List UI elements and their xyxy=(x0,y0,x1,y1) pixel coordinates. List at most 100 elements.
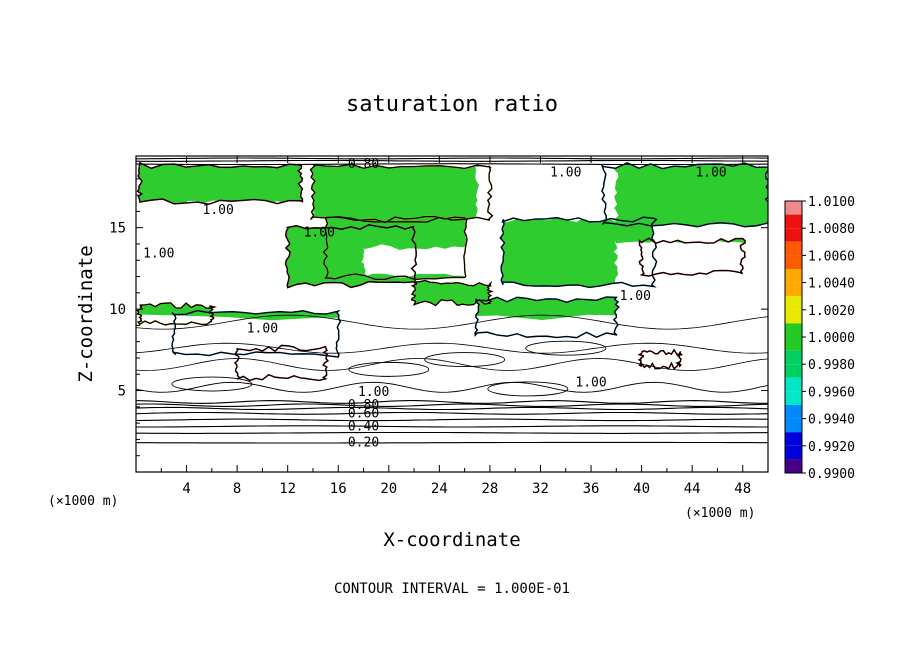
colorbar-label: 0.9960 xyxy=(808,385,855,400)
colorbar-label: 1.0100 xyxy=(808,195,855,210)
colorbar-swatch xyxy=(785,391,802,405)
contour-1-00 xyxy=(136,161,304,205)
colorbar-label: 1.0040 xyxy=(808,277,855,292)
colorbar-swatch xyxy=(785,255,802,269)
colorbar-label: 1.0080 xyxy=(808,222,855,237)
contour-line xyxy=(136,403,768,407)
subsaturated-region xyxy=(184,200,316,223)
colorbar-swatch xyxy=(785,241,802,256)
x-axis-unit: (×1000 m) xyxy=(685,506,755,521)
contour-line xyxy=(136,425,768,428)
colorbar-swatch xyxy=(785,309,802,324)
contour-label: 0.80 xyxy=(348,157,379,172)
contour-label: 1.00 xyxy=(550,165,581,180)
x-tick-label: 20 xyxy=(380,481,397,497)
y-tick-label: 15 xyxy=(109,221,126,237)
x-tick-label: 28 xyxy=(481,481,498,497)
x-axis-label: X-coordinate xyxy=(383,529,520,551)
contour-label: 1.00 xyxy=(620,289,651,304)
contour-line xyxy=(136,411,768,415)
contour-labels: 0.801.00 1.001.001.001.001.001.001.001.00… xyxy=(143,157,727,451)
contour-1-00 xyxy=(499,216,658,289)
chart-title: saturation ratio xyxy=(346,92,558,117)
colorbar-label: 1.0060 xyxy=(808,249,855,264)
contour-1-00 xyxy=(637,348,683,370)
contour-label: 0.80 xyxy=(348,398,379,413)
contour-line xyxy=(136,431,768,434)
contour-line xyxy=(348,361,430,377)
subsaturated-region xyxy=(361,244,492,279)
colorbar-swatch xyxy=(785,228,802,242)
contour-label: 1.00 xyxy=(203,203,234,218)
colorbar-swatch xyxy=(785,405,802,419)
x-tick-label: 8 xyxy=(233,481,241,497)
colorbar-swatch xyxy=(785,214,802,229)
contour-line xyxy=(525,340,607,356)
contour-line xyxy=(136,358,768,371)
colorbar-swatch xyxy=(785,296,802,310)
x-tick-label: 44 xyxy=(684,481,701,497)
contour-1-00 xyxy=(309,163,494,223)
saturated-region xyxy=(601,162,768,227)
contour-label: 1.00 xyxy=(143,247,174,262)
contour-line xyxy=(136,381,768,393)
colorbar-swatch xyxy=(785,445,802,460)
contour-line xyxy=(136,400,768,404)
subsaturated-region xyxy=(475,162,619,223)
plot-frame xyxy=(135,155,769,473)
contour-line xyxy=(136,342,768,354)
x-tick-label: 16 xyxy=(330,481,347,497)
contour-interval-note: CONTOUR INTERVAL = 1.000E-01 xyxy=(334,581,570,597)
x-tick-label: 40 xyxy=(633,481,650,497)
contour-label: 1.00 xyxy=(575,375,606,390)
colorbar-swatch xyxy=(785,201,802,215)
colorbar-label: 0.9900 xyxy=(808,467,855,482)
colorbar-swatch xyxy=(785,377,802,392)
x-axis: 4 8 12 16 20 24 28 32 36 40 44 48 xyxy=(160,156,751,497)
y-tick-label: 10 xyxy=(109,302,126,318)
contour-label: 1.00 xyxy=(247,322,278,337)
saturated-region xyxy=(137,162,303,205)
contour-1-00 xyxy=(136,302,217,326)
y-tick-label: 5 xyxy=(118,384,126,400)
contour-line xyxy=(136,418,768,422)
contour-lines xyxy=(136,157,768,444)
contour-label: 1.00 xyxy=(695,165,726,180)
colorbar-swatch xyxy=(785,459,802,473)
contour-1-00 xyxy=(233,344,329,382)
contour-line xyxy=(171,376,253,392)
saturated-region xyxy=(310,164,493,223)
x-tick-label: 48 xyxy=(734,481,751,497)
x-tick-label: 36 xyxy=(583,481,600,497)
contour-1-00 xyxy=(638,237,746,277)
colorbar-swatch xyxy=(785,364,802,378)
x-tick-label: 4 xyxy=(182,481,190,497)
colorbar-label: 1.0000 xyxy=(808,331,855,346)
colorbar-label: 0.9940 xyxy=(808,413,855,428)
colorbar-swatch xyxy=(785,350,802,365)
contour-label: 1.00 xyxy=(304,226,335,241)
x-tick-label: 24 xyxy=(431,481,448,497)
contour-line xyxy=(424,352,506,368)
saturated-region xyxy=(411,280,492,306)
contour-1-00 xyxy=(171,309,342,358)
contour-label: 0.60 xyxy=(348,406,379,421)
contour-line xyxy=(487,381,569,397)
contour-label: 1.00 xyxy=(358,385,389,400)
colorbar: 1.0100 1.0080 1.0060 1.0040 1.0020 1.0000 0.99… xyxy=(784,195,855,482)
contour-line xyxy=(136,163,768,166)
x-tick-label: 32 xyxy=(532,481,549,497)
contour-line xyxy=(136,441,768,444)
contour-line xyxy=(136,157,768,160)
y-axis-unit: (×1000 m) xyxy=(48,494,118,509)
subsaturated-region xyxy=(136,314,768,407)
contour-line xyxy=(136,159,768,162)
colorbar-swatch xyxy=(785,432,802,446)
colorbar-swatch xyxy=(785,269,802,283)
y-axis: 5 10 15 xyxy=(109,178,768,457)
colorbar-label: 1.0020 xyxy=(808,304,855,319)
contour-line xyxy=(136,314,768,330)
colorbar-label: 0.9920 xyxy=(808,440,855,455)
colorbar-swatch xyxy=(785,282,802,297)
